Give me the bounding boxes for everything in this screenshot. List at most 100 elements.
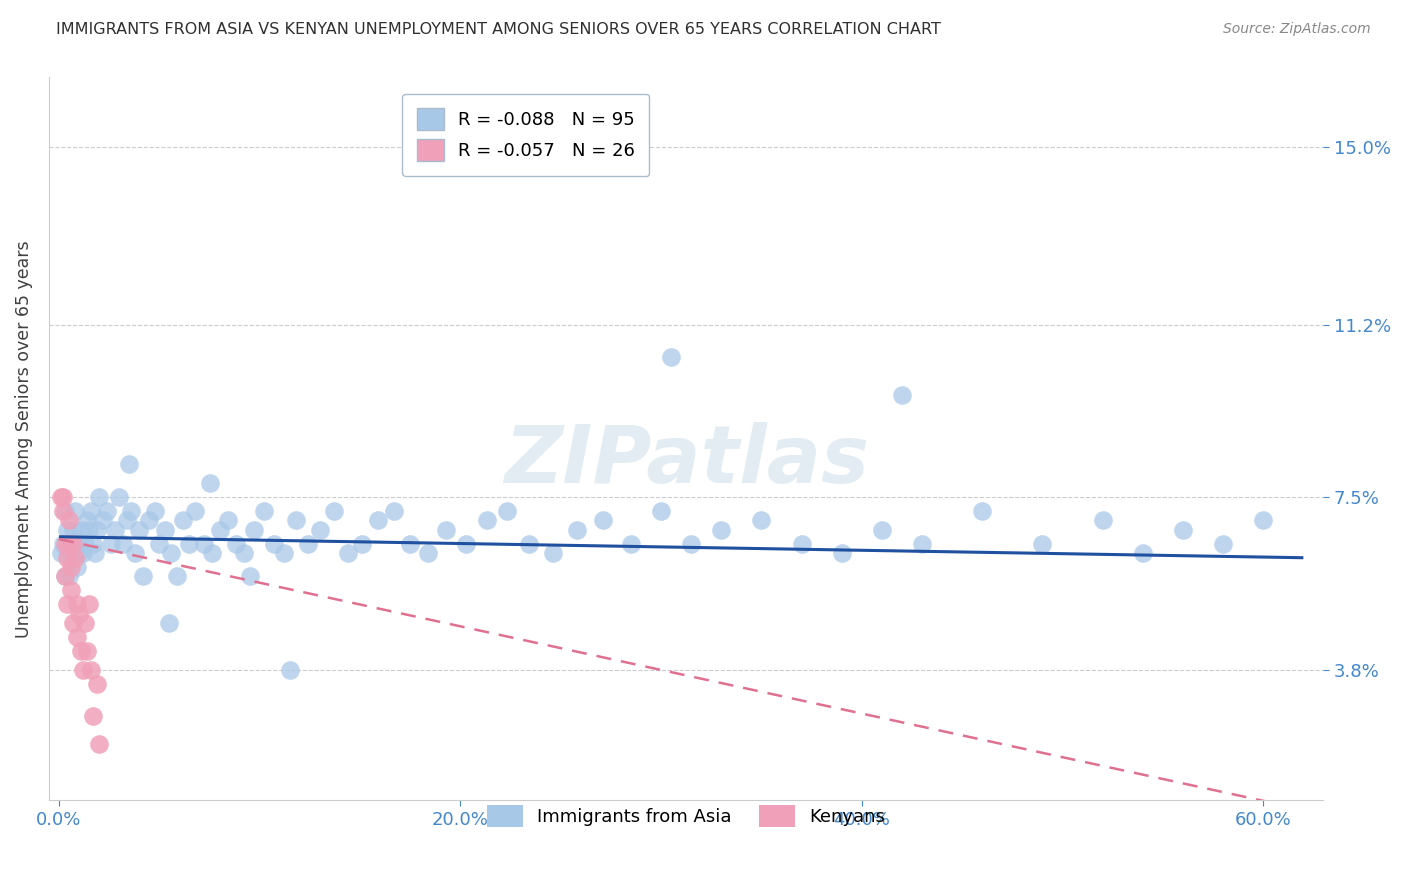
Point [91,513,114,527]
Point [434,523,457,537]
Point [70,523,93,537]
Point [56,598,79,612]
Point [120,504,142,518]
Point [63,550,86,565]
Point [56,550,79,565]
Y-axis label: Unemployment Among Seniors over 65 years: Unemployment Among Seniors over 65 years [15,240,32,638]
Point [53,504,76,518]
Point [323,504,346,518]
Point [60,550,83,565]
Point [620,537,643,551]
Point [53,537,76,551]
Point [62,546,84,560]
Point [193,537,215,551]
Point [225,537,247,551]
Point [112,537,135,551]
Point [172,513,194,527]
Point [77,598,100,612]
Point [710,523,733,537]
Legend: Immigrants from Asia, Kenyans: Immigrants from Asia, Kenyans [479,798,893,835]
Point [75,537,97,551]
Point [56,523,79,537]
Point [1132,546,1154,560]
Point [52,537,75,551]
Point [891,387,914,401]
Point [63,537,86,551]
Point [62,615,84,630]
Point [72,546,94,560]
Point [53,569,76,583]
Point [659,350,682,364]
Point [382,504,405,518]
Point [565,523,588,537]
Point [56,546,79,560]
Point [495,504,517,518]
Point [76,644,98,658]
Point [456,537,478,551]
Point [52,504,75,518]
Point [253,504,276,518]
Point [67,537,90,551]
Point [232,546,254,560]
Point [84,546,107,560]
Point [62,537,84,551]
Point [75,615,97,630]
Point [67,607,90,621]
Point [681,537,703,551]
Point [831,546,853,560]
Point [70,644,93,658]
Point [155,523,177,537]
Point [911,537,934,551]
Point [58,569,80,583]
Point [1091,513,1114,527]
Point [80,663,103,677]
Point [217,513,239,527]
Point [790,537,813,551]
Point [77,523,100,537]
Point [128,523,150,537]
Text: IMMIGRANTS FROM ASIA VS KENYAN UNEMPLOYMENT AMONG SENIORS OVER 65 YEARS CORRELAT: IMMIGRANTS FROM ASIA VS KENYAN UNEMPLOYM… [56,22,941,37]
Point [650,504,672,518]
Point [66,598,89,612]
Point [138,513,160,527]
Point [148,537,170,551]
Point [62,523,84,537]
Point [1171,523,1194,537]
Point [352,537,374,551]
Point [80,504,103,518]
Point [208,523,231,537]
Point [143,504,166,518]
Point [184,504,207,518]
Point [592,513,614,527]
Point [66,560,89,574]
Point [58,513,80,527]
Point [96,504,118,518]
Point [309,523,332,537]
Point [89,737,111,751]
Point [1212,537,1234,551]
Point [273,546,295,560]
Point [418,546,440,560]
Point [157,615,180,630]
Point [67,546,90,560]
Point [82,537,104,551]
Point [284,513,307,527]
Point [242,523,264,537]
Point [179,537,201,551]
Point [751,513,773,527]
Point [108,490,131,504]
Point [124,546,146,560]
Point [972,504,994,518]
Point [541,546,564,560]
Text: Source: ZipAtlas.com: Source: ZipAtlas.com [1223,22,1371,37]
Point [89,490,111,504]
Point [58,537,80,551]
Point [86,676,108,690]
Point [200,546,222,560]
Point [118,458,141,472]
Point [72,663,94,677]
Text: ZIPatlas: ZIPatlas [503,422,869,500]
Point [475,513,498,527]
Point [100,537,122,551]
Point [66,630,89,644]
